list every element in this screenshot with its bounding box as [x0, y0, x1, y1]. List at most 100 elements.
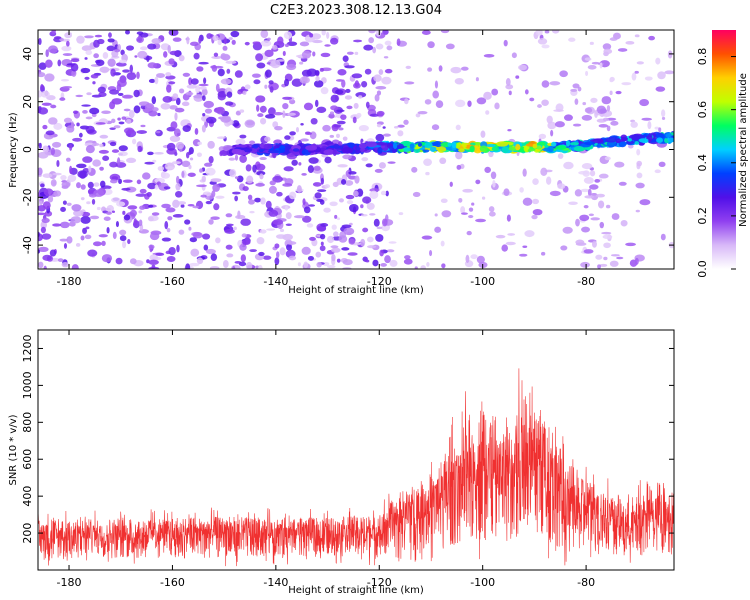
spectrogram-cell — [93, 189, 105, 197]
spectrogram-cell — [475, 218, 487, 223]
spectrogram-cell — [82, 156, 93, 163]
spectrogram-cell — [345, 194, 355, 200]
spectrogram-signal-cell — [403, 147, 411, 152]
spectrogram-cell — [286, 63, 297, 71]
spectrogram-cell — [90, 74, 99, 79]
spectrogram-cell — [429, 249, 433, 257]
spectrogram-cell — [137, 50, 148, 59]
spectrogram-cell — [265, 200, 272, 209]
spectrogram-cell — [259, 105, 267, 113]
spectrogram-cell — [73, 209, 84, 217]
spectrogram-cell — [84, 234, 92, 240]
spectrogram-cell — [48, 45, 58, 54]
spectrogram-cell — [115, 257, 123, 265]
spectrogram-cell — [188, 164, 192, 170]
spectrogram-cell — [603, 242, 611, 249]
spectrogram-cell — [140, 124, 146, 128]
spectrogram-cell — [386, 45, 393, 51]
spectrogram-cell — [160, 172, 170, 179]
spectrogram-cell — [147, 151, 154, 156]
spectrogram-cell — [86, 92, 92, 96]
spectrogram-cell — [415, 113, 421, 118]
spectrogram-cell — [102, 52, 109, 59]
spectrogram-cell — [136, 130, 148, 134]
spectrogram-cell — [309, 131, 317, 140]
spectrogram-cell — [591, 61, 600, 65]
top-y-tick-label: 40 — [21, 47, 34, 61]
spectrogram-cell — [85, 116, 93, 120]
spectrogram-cell — [81, 45, 93, 52]
spectrogram-cell — [661, 116, 666, 121]
spectrogram-cell — [279, 247, 286, 256]
spectrogram-cell — [258, 251, 265, 256]
spectrogram-cell — [234, 176, 239, 179]
spectrogram-cell — [557, 153, 564, 159]
spectrogram-cell — [575, 218, 580, 227]
spectrogram-cell — [603, 48, 613, 55]
spectrogram-cell — [38, 249, 41, 254]
spectrogram-cell — [584, 57, 592, 61]
spectrogram-cell — [126, 45, 135, 51]
spectrogram-cell — [404, 255, 411, 260]
spectrogram-cell — [172, 93, 179, 100]
spectrogram-cell — [222, 259, 229, 269]
spectrogram-cell — [554, 121, 565, 128]
spectrogram-cell — [54, 36, 62, 40]
spectrogram-cell — [366, 245, 377, 249]
spectrogram-cell — [507, 128, 512, 132]
spectrogram-cell — [45, 59, 53, 68]
spectrogram-cell — [655, 86, 666, 92]
spectrogram-cell — [262, 255, 272, 260]
spectrogram-cell — [347, 252, 358, 256]
spectrogram-cell — [551, 30, 560, 34]
spectrogram-cell — [38, 107, 49, 115]
spectrogram-signal-cell — [355, 145, 361, 151]
spectrogram-cell — [192, 205, 200, 209]
spectrogram-cell — [321, 30, 326, 36]
spectrogram-cell — [59, 238, 68, 242]
spectrogram-cell — [397, 124, 405, 128]
spectrogram-cell — [476, 255, 485, 264]
spectrogram-cell — [155, 130, 161, 134]
spectrogram-cell — [563, 161, 574, 170]
spectrogram-signal-cell — [432, 141, 443, 148]
spectrogram-cell — [636, 61, 644, 65]
spectrogram-cell — [99, 143, 104, 148]
spectrogram-cell — [215, 83, 220, 92]
spectrogram-cell — [308, 204, 316, 207]
spectrogram-cell — [225, 60, 237, 64]
snr-panel: -180 -160 -140 -120 -100 -80 200 400 600 800 1000… — [8, 329, 675, 596]
spectrogram-cell — [581, 163, 593, 170]
spectrogram-signal-cell — [619, 141, 627, 146]
spectrogram-cell — [87, 249, 98, 257]
spectrogram-cell — [197, 141, 203, 146]
spectrogram-cell — [267, 37, 271, 41]
spectrogram-cell — [59, 221, 70, 229]
spectrogram-cell — [272, 121, 279, 128]
spectrogram-cell — [618, 181, 627, 186]
spectrogram-cell — [605, 204, 611, 209]
spectrogram-cell — [434, 80, 439, 89]
spectrogram-cell — [489, 211, 496, 217]
spectrogram-cell — [353, 102, 359, 109]
spectrogram-cell — [342, 259, 353, 266]
colorbar-tick-label: 0.0 — [696, 260, 709, 278]
spectrogram-cell — [628, 144, 634, 149]
spectrogram-cell — [361, 80, 368, 88]
spectrogram-cell — [224, 229, 235, 234]
spectrogram-cell — [287, 112, 296, 116]
spectrogram-cell — [123, 127, 135, 134]
spectrogram-cell — [151, 264, 156, 269]
spectrogram-cell — [373, 218, 380, 227]
spectrogram-cell — [397, 130, 404, 137]
spectrogram-cell — [456, 164, 462, 170]
spectrogram-cell — [136, 71, 140, 80]
spectrogram-cell — [112, 231, 117, 240]
spectrogram-cell — [167, 216, 173, 221]
spectrogram-cell — [264, 136, 271, 142]
spectrogram-cell — [581, 226, 590, 233]
spectrogram-cell — [94, 34, 103, 38]
spectrogram-cell — [111, 197, 121, 203]
spectrogram-cell — [72, 137, 83, 142]
spectrogram-cell — [125, 157, 137, 164]
